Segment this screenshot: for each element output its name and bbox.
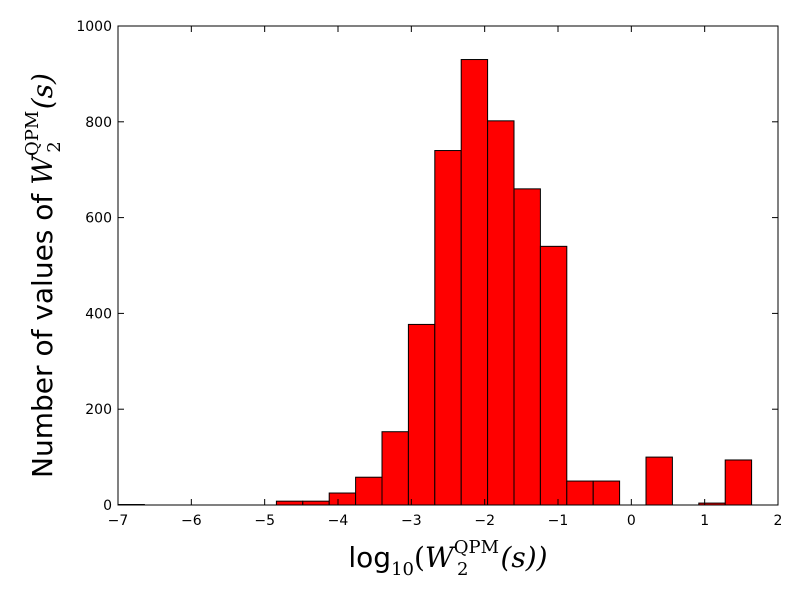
x-label-log: log bbox=[348, 541, 391, 574]
x-ticks-group: −7 −6 −5 −4 −3 −2 −1 0 1 2 bbox=[108, 26, 783, 529]
x-tick-label: −1 bbox=[548, 513, 569, 529]
histogram-bar bbox=[355, 476, 383, 506]
histogram-bar bbox=[592, 480, 621, 506]
x-label-var-sup: QPM bbox=[454, 537, 499, 558]
y-tick-label: 400 bbox=[85, 306, 112, 322]
histogram-bar bbox=[539, 245, 568, 506]
histogram-bar bbox=[434, 150, 462, 506]
y-label-text: Number of values of bbox=[26, 185, 59, 478]
x-label-log-base: 10 bbox=[391, 559, 414, 580]
x-label-var-sub: 2 bbox=[457, 559, 468, 580]
y-tick-label: 1000 bbox=[76, 19, 112, 35]
x-tick-label: −7 bbox=[108, 513, 129, 529]
y-tick-label: 200 bbox=[85, 402, 112, 418]
x-tick-label: −3 bbox=[401, 513, 422, 529]
y-label-arg: (s) bbox=[26, 73, 59, 109]
histogram-bar bbox=[328, 492, 357, 506]
plot-frame bbox=[117, 25, 779, 506]
histogram-bar bbox=[302, 500, 330, 506]
x-axis-label: log10(WQPM 2 (s)) bbox=[348, 537, 547, 580]
histogram-bar bbox=[275, 500, 304, 506]
y-label-var: W bbox=[26, 154, 59, 185]
x-label-open-paren: ( bbox=[414, 541, 425, 574]
y-tick-label: 0 bbox=[103, 498, 112, 514]
x-tick-label: −6 bbox=[181, 513, 202, 529]
y-axis-label: Number of values of WQPM2 (s) bbox=[22, 73, 65, 478]
histogram-bar bbox=[566, 480, 594, 506]
bars-group bbox=[117, 59, 753, 506]
x-tick-label: −5 bbox=[254, 513, 275, 529]
x-tick-label: 2 bbox=[774, 513, 783, 529]
x-label-var: W bbox=[425, 541, 456, 574]
y-ticks-group: 0 200 400 600 800 1000 bbox=[76, 19, 778, 514]
histogram-bar bbox=[407, 323, 436, 506]
y-label-var-sup: QPM bbox=[22, 111, 43, 156]
y-label-var-sub: 2 bbox=[44, 141, 65, 152]
histogram-bar bbox=[645, 456, 673, 506]
histogram-bar bbox=[460, 59, 489, 506]
y-tick-label: 600 bbox=[85, 211, 112, 227]
histogram-bar bbox=[487, 120, 515, 506]
histogram-bar bbox=[724, 459, 753, 506]
histogram-bar bbox=[513, 188, 541, 506]
x-tick-label: −4 bbox=[328, 513, 349, 529]
x-tick-label: −2 bbox=[474, 513, 495, 529]
y-tick-label: 800 bbox=[85, 115, 112, 131]
x-tick-label: 0 bbox=[627, 513, 636, 529]
histogram-bar bbox=[381, 431, 409, 506]
x-tick-label: 1 bbox=[700, 513, 709, 529]
x-label-arg: (s)) bbox=[500, 541, 547, 574]
